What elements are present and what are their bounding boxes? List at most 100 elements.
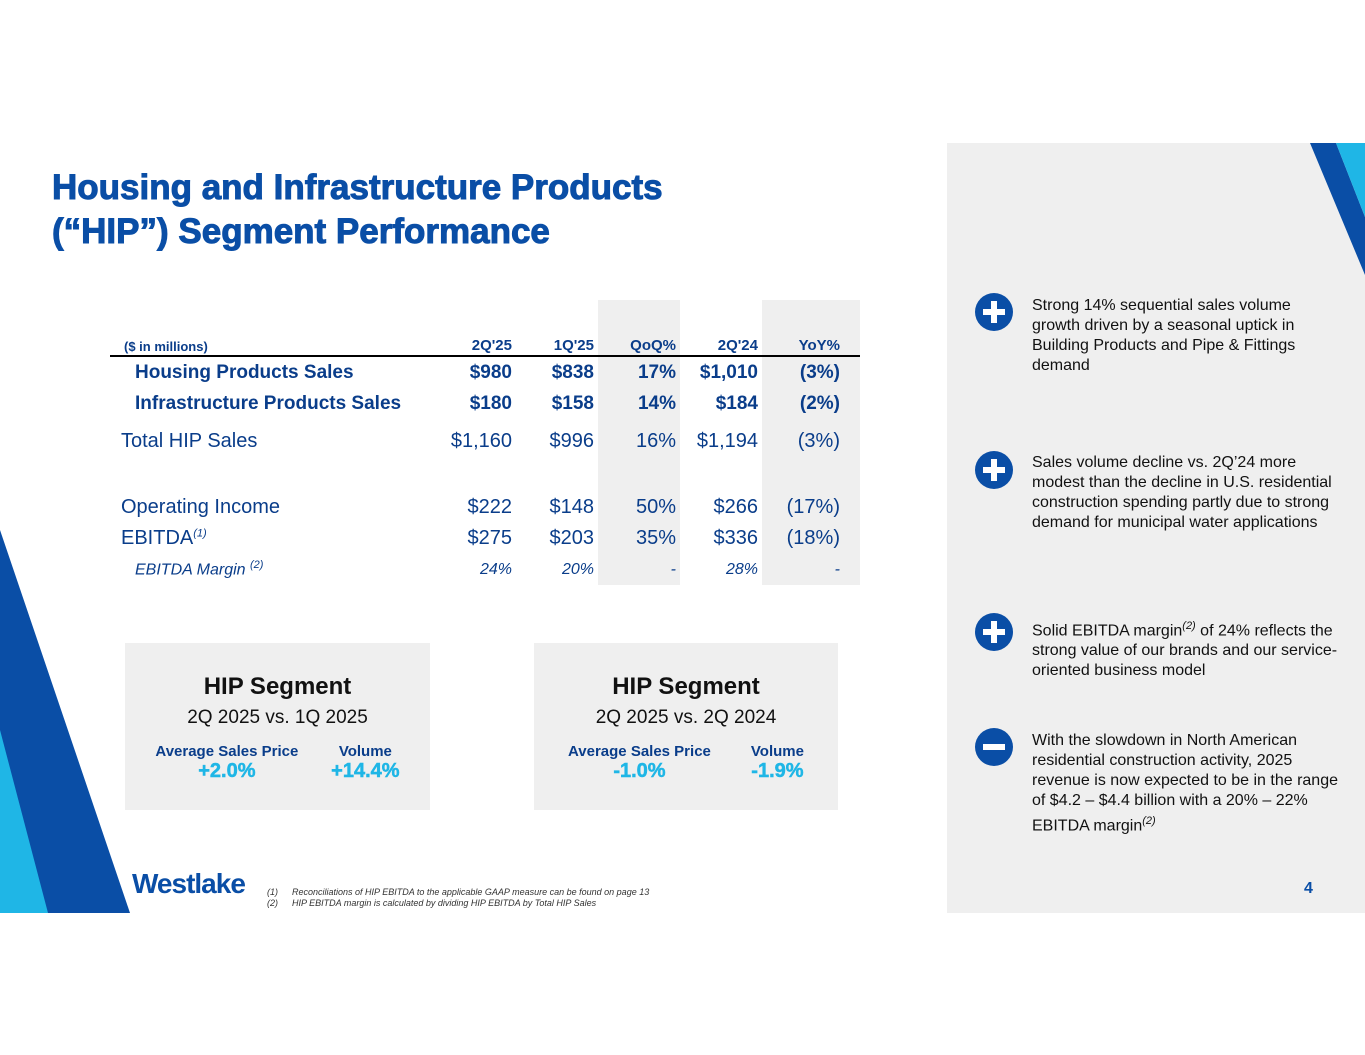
- table-cell: 16%: [598, 419, 680, 464]
- table-cell: (17%): [762, 492, 860, 523]
- metric-label: Average Sales Price: [568, 743, 711, 760]
- plus-icon: [975, 293, 1013, 331]
- table-cell: 17%: [598, 356, 680, 388]
- footnote: (1) Reconciliations of HIP EBITDA to the …: [267, 887, 649, 898]
- row-label: Total HIP Sales: [121, 430, 258, 452]
- corner-stripe-decoration: [1310, 143, 1365, 275]
- row-label: Housing Products Sales: [135, 361, 354, 383]
- segment-metrics: Average Sales Price +2.0% Volume +14.4%: [125, 743, 430, 783]
- table-cell: (3%): [762, 356, 860, 388]
- table-cell: -: [762, 554, 860, 585]
- table-cell: $203: [549, 527, 595, 549]
- bullet-text: Sales volume decline vs. 2Q’24 more mode…: [1032, 454, 1332, 531]
- metric-label: Volume: [338, 743, 392, 760]
- bullet-text-part: With the slowdown in North American resi…: [1032, 732, 1338, 835]
- page-number: 4: [1304, 880, 1313, 897]
- table-cell: $266: [713, 496, 759, 518]
- row-label: Operating Income: [121, 496, 280, 518]
- metric-volume: Volume -1.9%: [751, 743, 804, 783]
- table-header: YoY%: [762, 300, 860, 357]
- row-label-text: EBITDA: [121, 527, 194, 549]
- table-cell: $1,010: [699, 361, 758, 383]
- table-cell: (18%): [762, 523, 860, 554]
- table-cell: 28%: [725, 560, 758, 578]
- metric-price: Average Sales Price -1.0%: [568, 743, 711, 783]
- table-row: EBITDA Margin (2) 24% 20% - 28% -: [110, 554, 860, 585]
- financial-table: ($ in millions) 2Q'25 1Q'25 QoQ% 2Q'24 Y…: [110, 300, 860, 585]
- footnote-ref: (2): [250, 559, 264, 572]
- plus-icon: [975, 451, 1013, 489]
- segment-title: HIP Segment: [612, 673, 760, 700]
- segment-subtitle: 2Q 2025 vs. 2Q 2024: [595, 707, 777, 728]
- footnote-ref: (2): [1142, 815, 1156, 827]
- table-header-row: ($ in millions) 2Q'25 1Q'25 QoQ% 2Q'24 Y…: [110, 300, 860, 357]
- bullet-text: Strong 14% sequential sales volume growt…: [1032, 297, 1296, 374]
- table-header: ($ in millions): [110, 300, 430, 357]
- table-cell: $996: [549, 430, 595, 452]
- footnote-number: (1): [267, 887, 278, 897]
- table-cell: $336: [713, 527, 759, 549]
- row-label: EBITDA Margin (2): [110, 554, 430, 585]
- table-cell: 24%: [479, 560, 512, 578]
- table-cell: $222: [467, 496, 513, 518]
- right-summary-panel: [947, 143, 1365, 913]
- table-cell: $275: [467, 527, 513, 549]
- footnote: (2) HIP EBITDA margin is calculated by di…: [267, 898, 649, 909]
- table-row: EBITDA(1) $275 $203 35% $336 (18%): [110, 523, 860, 554]
- footnote-number: (2): [267, 898, 278, 908]
- table-header: 1Q'25: [516, 300, 598, 357]
- row-label: EBITDA(1): [110, 523, 430, 554]
- left-stripe-decoration: [0, 530, 130, 913]
- table-cell: $980: [469, 361, 512, 383]
- segment-subtitle: 2Q 2025 vs. 1Q 2025: [187, 707, 368, 728]
- bullet-text-part: of 24% reflects the strong value of our …: [1032, 622, 1338, 680]
- segment-box-yoy: HIP Segment 2Q 2025 vs. 2Q 2024 Average …: [534, 643, 838, 810]
- segment-metrics: Average Sales Price -1.0% Volume -1.9%: [534, 743, 838, 783]
- row-label-text: EBITDA Margin: [135, 561, 246, 579]
- table-cell: 35%: [598, 523, 680, 554]
- segment-box-qoq: HIP Segment 2Q 2025 vs. 1Q 2025 Average …: [125, 643, 430, 810]
- table-row: Total HIP Sales $1,160 $996 16% $1,194 (…: [110, 419, 860, 464]
- metric-value: +2.0%: [198, 760, 256, 783]
- bullet-text: Solid EBITDA margin(2) of 24% reflects t…: [1032, 616, 1342, 681]
- plus-icon: [975, 613, 1013, 651]
- table-cell: $158: [551, 392, 594, 414]
- bullet-text: With the slowdown in North American resi…: [1032, 731, 1342, 836]
- table-cell: $180: [469, 392, 512, 414]
- table-cell: (2%): [762, 388, 860, 419]
- metric-volume: Volume +14.4%: [331, 743, 400, 783]
- table-cell: 20%: [561, 560, 594, 578]
- metric-value: -1.0%: [613, 760, 666, 783]
- page-title-line2: (“HIP”) Segment Performance: [52, 212, 551, 252]
- table-row: Infrastructure Products Sales $180 $158 …: [110, 388, 860, 419]
- table-header: 2Q'24: [680, 300, 762, 357]
- footnote-ref: (2): [1182, 620, 1196, 632]
- metric-value: -1.9%: [751, 760, 804, 783]
- table-cell: $838: [551, 361, 594, 383]
- table-row: Housing Products Sales $980 $838 17% $1,…: [110, 356, 860, 388]
- bullet-text-part: Solid EBITDA margin: [1032, 622, 1183, 640]
- footnote-ref: (1): [193, 527, 207, 540]
- table-cell: -: [598, 554, 680, 585]
- table-cell: $184: [715, 392, 758, 414]
- table-cell: 14%: [598, 388, 680, 419]
- segment-title: HIP Segment: [203, 673, 352, 700]
- table-header: 2Q'25: [430, 300, 516, 357]
- table-header: QoQ%: [598, 300, 680, 357]
- westlake-logo: Westlake: [132, 868, 246, 899]
- footnotes: (1) Reconciliations of HIP EBITDA to the …: [267, 887, 649, 909]
- metric-value: +14.4%: [331, 760, 400, 783]
- row-label: Infrastructure Products Sales: [135, 392, 402, 414]
- table-cell: 50%: [598, 492, 680, 523]
- page-title: Housing and Infrastructure Products (“HI…: [52, 166, 912, 254]
- footnote-text: HIP EBITDA margin is calculated by divid…: [292, 898, 597, 908]
- metric-price: Average Sales Price +2.0%: [155, 743, 298, 783]
- page-title-line1: Housing and Infrastructure Products: [52, 168, 664, 208]
- minus-icon: [975, 728, 1013, 766]
- table-cell: $148: [549, 496, 595, 518]
- table-cell: $1,194: [696, 430, 758, 452]
- footnote-text: Reconciliations of HIP EBITDA to the app…: [292, 887, 650, 897]
- table-spacer-row: [110, 464, 860, 492]
- table-cell: (3%): [762, 419, 860, 464]
- table-cell: $1,160: [450, 430, 512, 452]
